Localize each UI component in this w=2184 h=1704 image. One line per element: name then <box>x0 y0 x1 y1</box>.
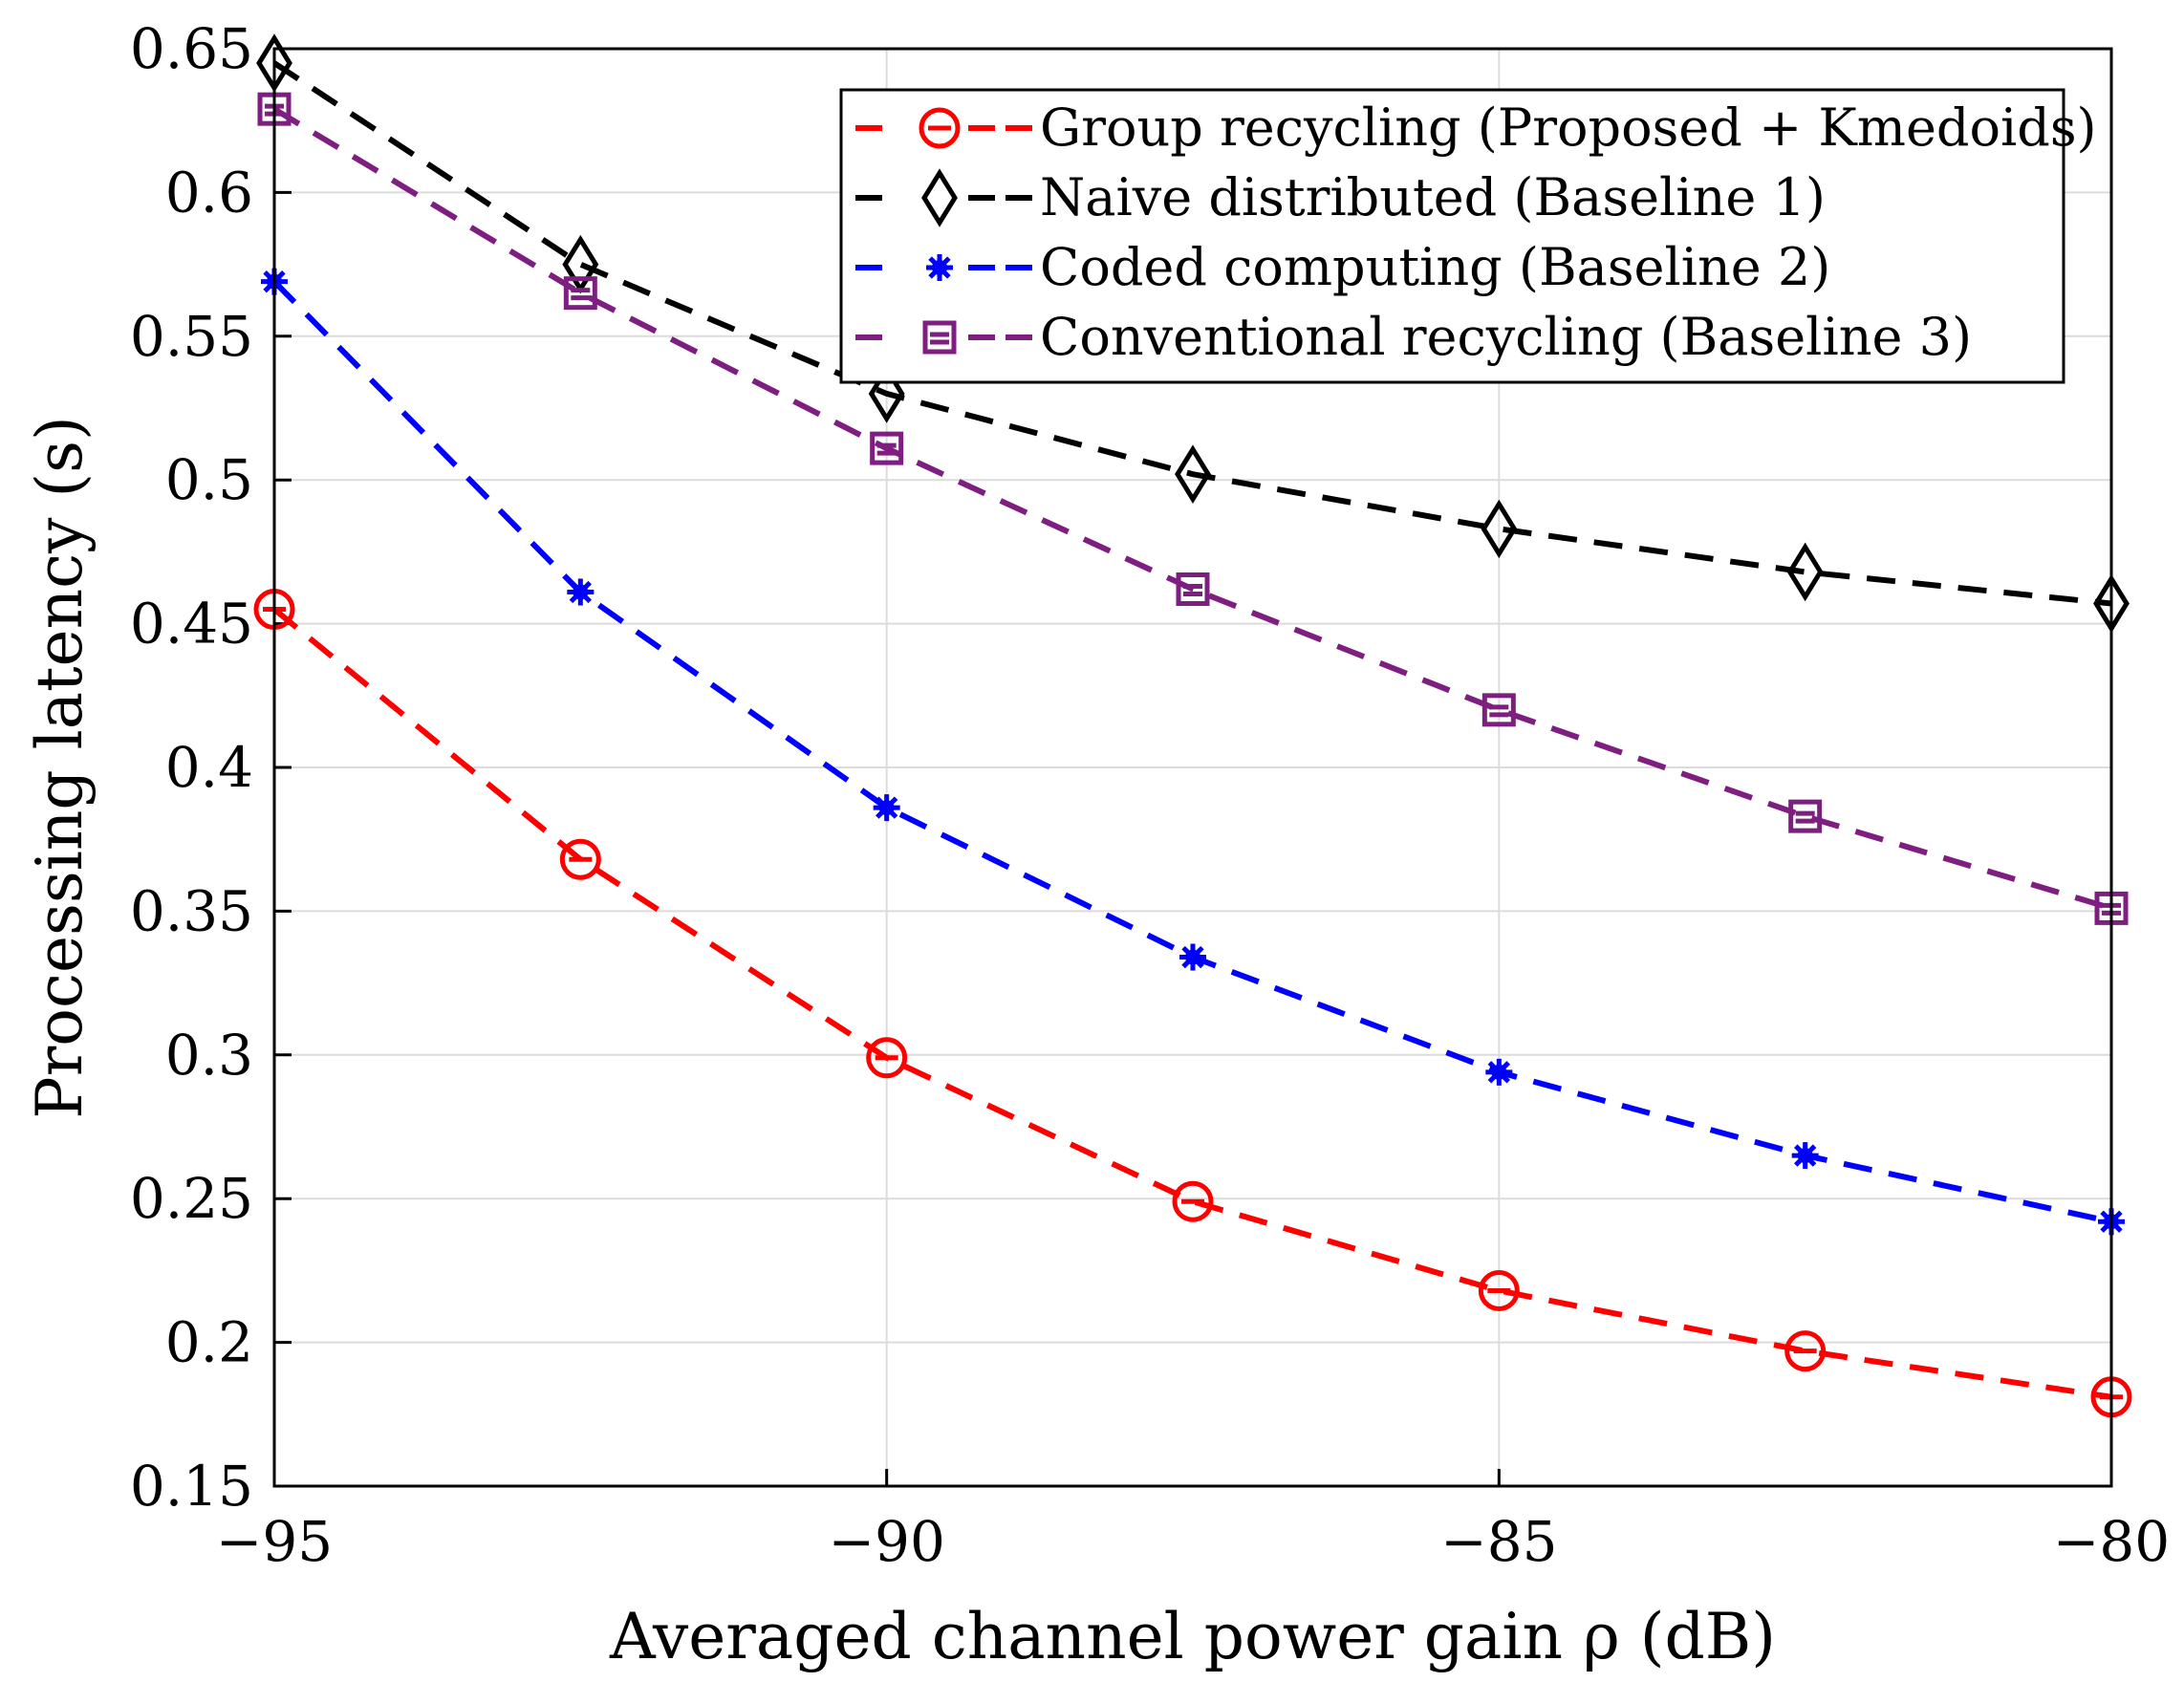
data-point-asterisk <box>1791 1142 1819 1170</box>
data-point-diamond <box>1481 499 1518 559</box>
legend-box <box>839 88 2065 384</box>
data-point-circle <box>559 838 601 880</box>
legend-label: Group recycling (Proposed + Kmedoids) <box>1040 97 2097 158</box>
data-point-square <box>1788 799 1823 833</box>
data-point-diamond <box>562 234 599 294</box>
data-point-square <box>870 431 904 465</box>
legend-marker-diamond <box>921 168 958 227</box>
y-tick-label: 0.15 <box>130 1454 253 1519</box>
data-point-asterisk <box>873 794 900 822</box>
x-axis-label: Averaged channel power gain ρ (dB) <box>609 1600 1776 1673</box>
y-tick-label: 0.3 <box>165 1023 253 1088</box>
data-point-square <box>563 276 597 311</box>
series-line-0 <box>272 607 2112 1400</box>
data-point-asterisk <box>1485 1058 1513 1086</box>
data-point-circle <box>1784 1330 1827 1372</box>
data-point-square <box>1481 693 1516 727</box>
series-line-3 <box>272 106 2112 912</box>
x-tick-label: −95 <box>216 1509 333 1574</box>
legend: Group recycling (Proposed + Kmedoids) Nai… <box>839 88 2097 384</box>
legend-label: Conventional recycling (Baseline 3) <box>1040 307 1972 367</box>
y-tick-label: 0.45 <box>130 592 253 657</box>
legend-marker-square <box>922 320 957 355</box>
y-tick-label: 0.5 <box>165 447 253 512</box>
legend-marker-circle <box>919 107 961 149</box>
y-axis-label: Processing latency (s) <box>23 416 97 1118</box>
legend-marker-asterisk <box>926 254 953 281</box>
plot-frame <box>272 47 2113 1488</box>
data-point-circle <box>866 1037 908 1079</box>
series-line-2 <box>271 279 2112 1225</box>
data-point-diamond <box>1175 444 1211 504</box>
legend-label: Coded computing (Baseline 2) <box>1040 237 1830 297</box>
legend-label: Naive distributed (Baseline 1) <box>1040 167 1826 227</box>
data-point-circle <box>1172 1180 1214 1222</box>
y-tick-label: 0.4 <box>165 735 253 800</box>
y-tick-label: 0.6 <box>165 160 253 225</box>
data-point-asterisk <box>567 578 595 606</box>
data-point-square <box>1176 572 1210 607</box>
x-tick-label: −80 <box>2053 1509 2170 1574</box>
tick-labels: −95 −90 −85 −80 0.15 0.2 0.25 0.3 0.35 0.4 0.45 0.5… <box>130 16 2170 1574</box>
y-tick-label: 0.55 <box>130 304 253 369</box>
series-layer <box>253 33 2132 1418</box>
y-tick-label: 0.25 <box>130 1166 253 1231</box>
data-point-asterisk <box>1179 943 1206 971</box>
data-point-diamond <box>868 364 905 423</box>
y-tick-label: 0.2 <box>165 1310 253 1375</box>
series-line-1 <box>272 60 2112 607</box>
x-tick-label: −85 <box>1440 1509 1557 1574</box>
data-point-diamond <box>1786 542 1824 602</box>
x-tick-label: −90 <box>828 1509 944 1574</box>
y-tick-label: 0.35 <box>130 878 253 943</box>
y-tick-label: 0.65 <box>130 16 253 81</box>
data-point-circle <box>1478 1269 1520 1311</box>
